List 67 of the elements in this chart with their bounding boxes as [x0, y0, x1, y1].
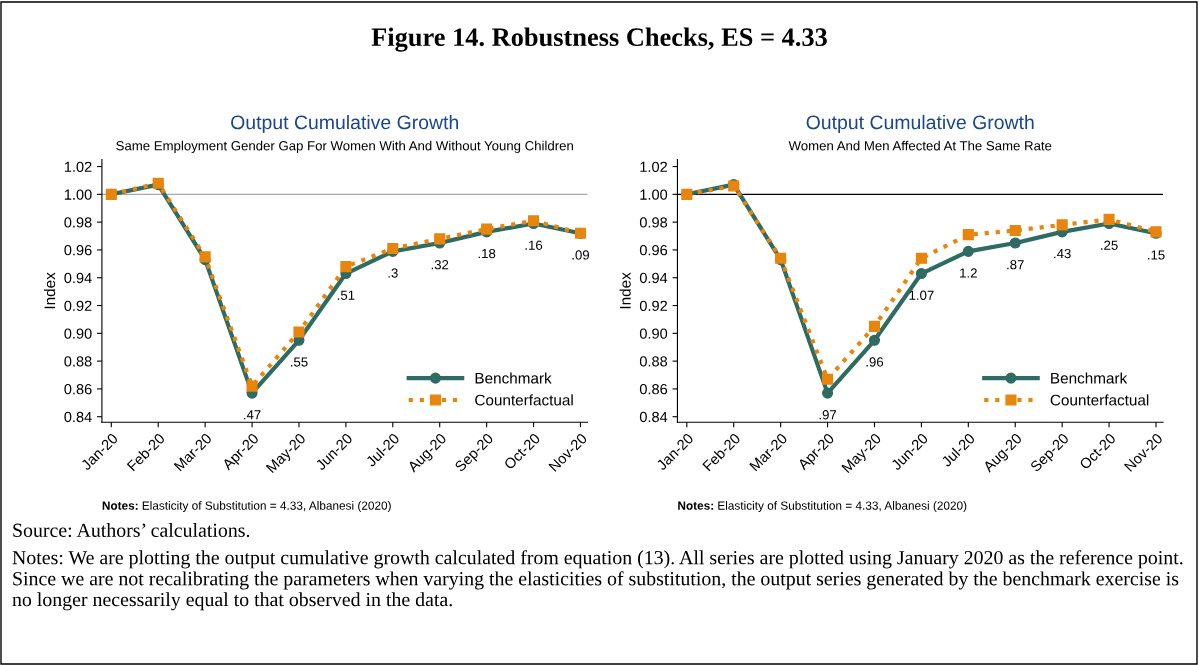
annotation: .15 — [1148, 250, 1165, 260]
annotation: .09 — [572, 250, 590, 260]
y-tick-label: 0.84 — [639, 411, 668, 423]
y-tick-label: 0.90 — [64, 328, 92, 339]
y-tick-label: 0.96 — [64, 245, 92, 256]
point — [293, 326, 305, 338]
y-tick-label: 0.98 — [639, 217, 668, 228]
text: Figure 14. Robustness Checks, ES = 4.33 — [371, 27, 827, 52]
annotation: .32 — [431, 260, 449, 270]
legend-label: Counterfactual — [1050, 394, 1149, 406]
y-axis-title: Index — [619, 272, 631, 309]
point — [962, 245, 974, 257]
point — [822, 387, 834, 399]
y-tick-label: 0.94 — [639, 272, 668, 284]
annotation: .47 — [244, 410, 261, 420]
y-tick-label: 1.00 — [64, 189, 92, 200]
y-tick-label: 0.86 — [64, 384, 92, 395]
y-tick-label: 0.94 — [64, 272, 92, 284]
y-tick-label: 0.90 — [639, 328, 668, 339]
annotation: .16 — [525, 240, 543, 250]
point — [868, 334, 881, 346]
annotation: .51 — [337, 290, 355, 300]
annotation: .55 — [291, 357, 308, 367]
text: Notes: Elasticity of Substitution = 4.33, Albanesi (2020) — [678, 501, 967, 513]
chart-title: Output Cumulative Growth — [231, 114, 459, 134]
source-note: Source: Authors’ calculations. — [13, 522, 250, 538]
y-tick-label: 0.88 — [639, 356, 668, 367]
point — [1009, 224, 1021, 237]
point — [1056, 219, 1068, 231]
y-tick-label: 1.02 — [640, 161, 667, 172]
point — [434, 233, 446, 245]
chart-subtitle: Women And Men Affected At The Same Rate — [788, 140, 1052, 151]
point — [1103, 213, 1115, 225]
point — [340, 261, 352, 273]
y-tick-label: 0.88 — [64, 356, 92, 367]
annotation: 1.2 — [960, 268, 977, 278]
annotation: .87 — [1007, 260, 1024, 270]
chart-title: Output Cumulative Growth — [806, 114, 1034, 134]
point — [915, 268, 927, 280]
annotation: .43 — [1054, 248, 1071, 259]
point — [962, 229, 974, 241]
y-tick-label: 0.96 — [639, 245, 668, 256]
point — [915, 252, 927, 264]
y-tick-label: 1.00 — [640, 189, 668, 200]
point — [822, 373, 834, 385]
y-tick-label: 0.84 — [64, 411, 92, 423]
point — [246, 380, 258, 392]
annotation: .18 — [478, 248, 496, 259]
annotation: .3 — [388, 268, 398, 278]
chart-subtitle: Same Employment Gender Gap For Women With And Without Young Children — [116, 140, 573, 154]
y-tick-label: 0.86 — [639, 384, 668, 395]
text: Notes: Elasticity of Substitution = 4.33, Albanesi (2020) — [102, 501, 391, 513]
annotation: .96 — [866, 357, 884, 367]
y-tick-label: 1.02 — [64, 161, 92, 172]
y-tick-label: 0.92 — [639, 300, 667, 311]
legend-label: Counterfactual — [475, 394, 573, 406]
y-axis-title: Index — [44, 272, 56, 309]
annotation: .25 — [1101, 240, 1118, 250]
annotation: 1.07 — [909, 290, 934, 300]
legend-label: Benchmark — [1051, 372, 1128, 384]
legend-label: Benchmark — [475, 372, 552, 384]
y-tick-label: 0.92 — [64, 300, 92, 311]
point — [1009, 237, 1021, 249]
y-tick-label: 0.98 — [64, 217, 92, 228]
point — [868, 320, 881, 332]
annotation: .97 — [819, 410, 837, 420]
text: Notes: We are plotting the output cumulative growth calculated from equation (13). All series are plotted using January 2020 as the reference point. Since we are not recalibrating the parameters when varying the elasticities of substitution, the output series generated by the benchmark exercise is no longer necessarily equal to that observed in the data. — [12, 550, 1183, 611]
